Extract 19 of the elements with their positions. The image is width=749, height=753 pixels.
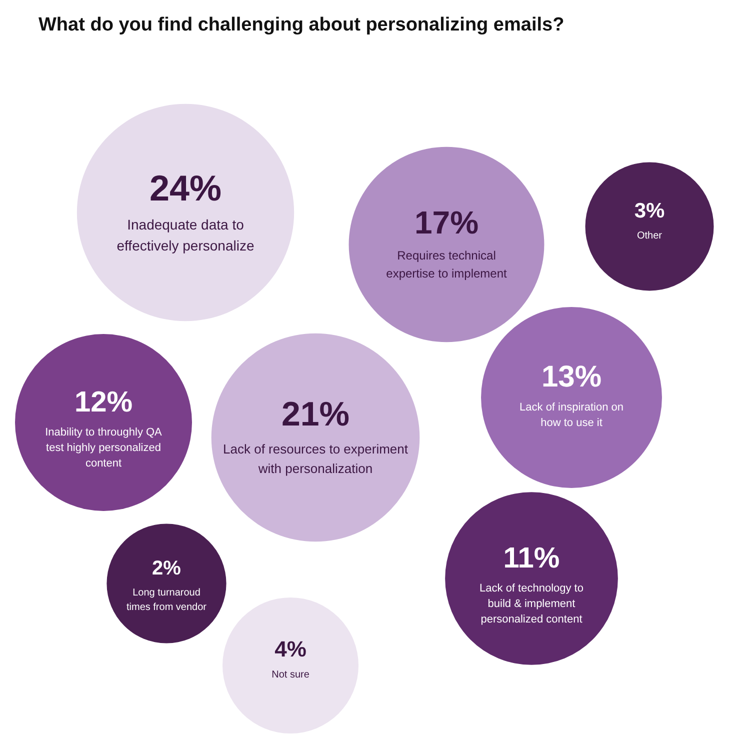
data-label: 3% xyxy=(634,200,666,222)
data-label: 4% xyxy=(274,636,306,662)
data-label: 21% xyxy=(281,396,350,434)
category-label: Inadequate data to effectively personalize xyxy=(116,216,254,254)
category-label: Inability to throughly QA test highly personalized content xyxy=(45,426,163,470)
data-label: 2% xyxy=(152,558,182,580)
data-label: 11% xyxy=(503,542,560,574)
category-label: Lack of technology to build & implement personalized content xyxy=(480,582,584,626)
text: What do you find challenging about personalizing emails? xyxy=(38,14,564,36)
category-label: Requires technical expertise to implement xyxy=(386,248,508,281)
category-label: Lack of resources to experiment with personalization xyxy=(223,442,408,476)
data-label: 17% xyxy=(414,204,479,240)
category-label: Other xyxy=(636,230,663,242)
category-label: Long turnaroud times from vendor xyxy=(126,588,208,613)
data-label: 13% xyxy=(541,360,602,394)
category-label: Not sure xyxy=(272,670,310,680)
data-label: 12% xyxy=(74,386,133,418)
data-label: 24% xyxy=(149,168,222,208)
category-label: Lack of inspiration on how to use it xyxy=(520,402,624,430)
